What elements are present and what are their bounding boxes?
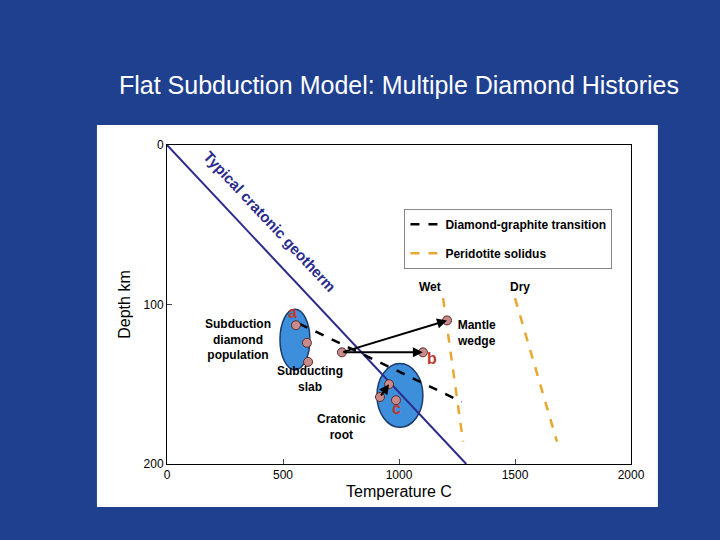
- svg-text:Cratonicroot: Cratonicroot: [317, 412, 366, 442]
- svg-text:Mantlewedge: Mantlewedge: [457, 318, 496, 348]
- svg-text:1500: 1500: [502, 468, 529, 482]
- svg-text:0: 0: [164, 468, 171, 482]
- svg-text:Subductingslab: Subductingslab: [277, 364, 343, 394]
- svg-text:500: 500: [273, 468, 293, 482]
- svg-text:Diamond-graphite transition: Diamond-graphite transition: [445, 218, 606, 232]
- svg-text:b: b: [427, 350, 437, 367]
- svg-text:1000: 1000: [386, 468, 413, 482]
- svg-text:100: 100: [144, 298, 164, 312]
- svg-text:Typical cratonic geotherm: Typical cratonic geotherm: [200, 148, 339, 295]
- svg-text:Flat Subduction Model: Multipl: Flat Subduction Model: Multiple Diamond …: [119, 71, 679, 99]
- svg-text:200: 200: [144, 457, 164, 471]
- svg-text:2000: 2000: [618, 468, 645, 482]
- svg-text:Dry: Dry: [510, 280, 530, 294]
- svg-text:Temperature C: Temperature C: [346, 483, 452, 500]
- svg-text:Subductiondiamondpopulation: Subductiondiamondpopulation: [205, 317, 271, 362]
- svg-text:0: 0: [157, 138, 164, 152]
- svg-text:Peridotite solidus: Peridotite solidus: [445, 247, 546, 261]
- svg-text:a: a: [288, 304, 297, 321]
- svg-text:Depth km: Depth km: [116, 270, 133, 338]
- svg-text:Wet: Wet: [419, 280, 441, 294]
- svg-text:c: c: [392, 400, 401, 417]
